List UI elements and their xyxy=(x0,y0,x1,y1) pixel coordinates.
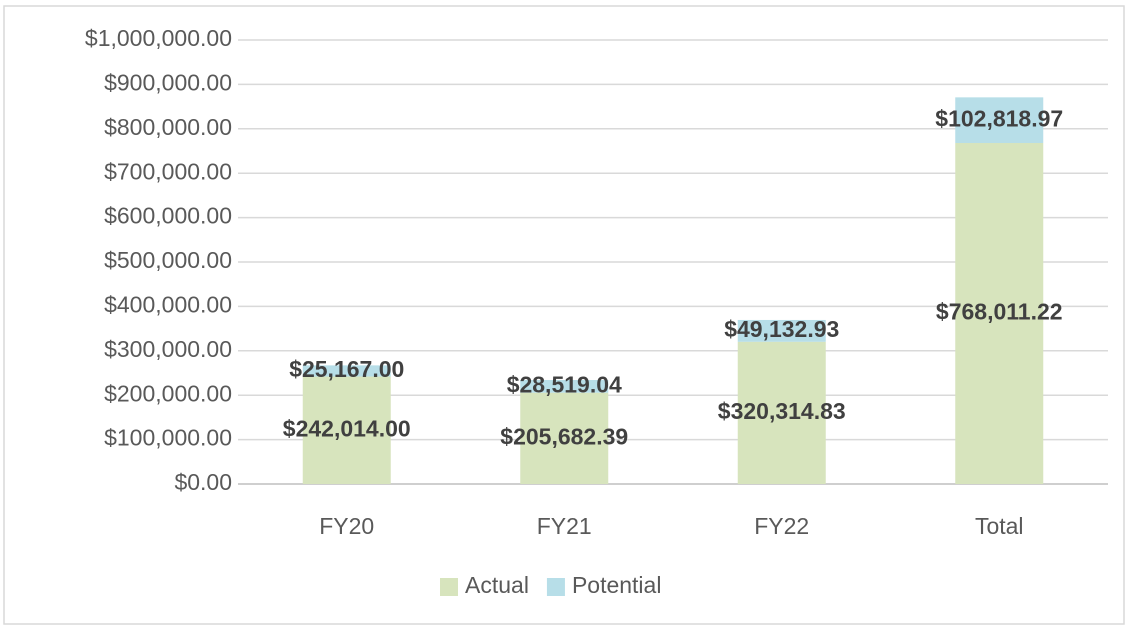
y-tick-label: $100,000.00 xyxy=(104,425,232,451)
data-label: $320,314.83 xyxy=(718,398,846,424)
y-tick-label: $300,000.00 xyxy=(104,336,232,362)
legend-swatch xyxy=(546,578,565,596)
bar-segment xyxy=(955,97,1044,144)
chart-frame xyxy=(3,5,1125,625)
data-label: $28,519.04 xyxy=(507,371,622,397)
legend-label: Actual xyxy=(465,572,529,598)
x-tick-label: Total xyxy=(975,513,1024,539)
x-tick-label: FY22 xyxy=(754,513,809,539)
y-tick-label: $900,000.00 xyxy=(104,69,232,95)
data-label: $102,818.97 xyxy=(935,105,1063,131)
bar-segment xyxy=(737,319,826,342)
y-tick-label: $600,000.00 xyxy=(104,203,232,229)
bar-segment xyxy=(737,341,826,484)
y-tick-label: $200,000.00 xyxy=(104,380,232,406)
legend-label: Potential xyxy=(572,572,662,598)
bar-segment xyxy=(520,392,609,484)
data-label: $768,011.22 xyxy=(936,299,1063,325)
bar-segment xyxy=(302,365,391,377)
bar-segment xyxy=(302,376,391,484)
bar-segment xyxy=(955,143,1044,484)
y-tick-label: $700,000.00 xyxy=(104,158,232,184)
x-tick-label: FY21 xyxy=(537,513,592,539)
data-label: $49,132.93 xyxy=(724,316,839,342)
bar-segment xyxy=(520,380,609,393)
data-label: $242,014.00 xyxy=(283,415,411,441)
data-label: $25,167.00 xyxy=(289,356,404,382)
data-label: $205,682.39 xyxy=(500,423,628,449)
legend-swatch xyxy=(440,578,458,596)
y-tick-label: $400,000.00 xyxy=(104,291,232,317)
y-tick-label: $800,000.00 xyxy=(104,114,232,140)
x-tick-label: FY20 xyxy=(319,513,374,539)
y-tick-label: $1,000,000.00 xyxy=(85,25,232,51)
y-tick-label: $500,000.00 xyxy=(104,247,232,273)
y-tick-label: $0.00 xyxy=(174,469,232,495)
